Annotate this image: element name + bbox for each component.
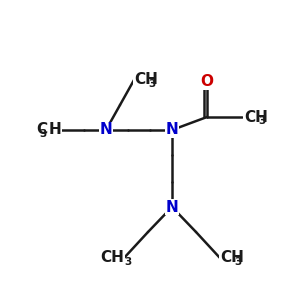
Text: C: C (36, 122, 47, 137)
Text: O: O (200, 74, 214, 89)
Text: 3: 3 (258, 116, 265, 126)
Text: H: H (49, 122, 62, 137)
Text: N: N (100, 122, 112, 137)
Text: 3: 3 (148, 79, 155, 89)
Text: CH: CH (244, 110, 268, 124)
Text: 3: 3 (40, 129, 47, 139)
Text: CH: CH (100, 250, 124, 266)
Text: N: N (166, 200, 178, 214)
Text: N: N (166, 122, 178, 137)
Text: 3: 3 (124, 257, 131, 267)
Text: CH: CH (134, 73, 158, 88)
Text: 3: 3 (234, 257, 241, 267)
Text: CH: CH (220, 250, 244, 266)
